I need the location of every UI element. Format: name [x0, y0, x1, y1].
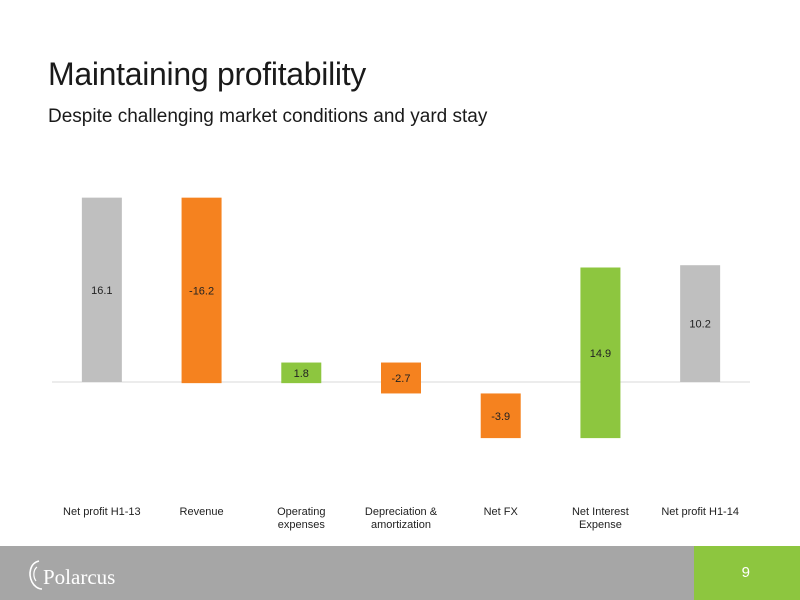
data-label-2: -16.2: [189, 285, 214, 297]
waterfall-chart: 16.1 Net profit H1-13 -16.2 Revenue 1.8 Opera…: [52, 197, 750, 531]
bar-4: [381, 362, 421, 394]
page-number-box: 9: [694, 546, 800, 600]
slide-subtitle: Despite challenging market conditions an…: [48, 106, 488, 127]
bar-2: [181, 197, 222, 384]
category-label-2: Revenue: [180, 506, 224, 518]
data-label-3: 1.8: [294, 368, 309, 380]
slide-title: Maintaining profitability: [48, 56, 367, 92]
category-label-3: Operating expenses: [277, 506, 325, 531]
page-number: 9: [741, 564, 750, 581]
bar-6: [580, 267, 621, 439]
logo-swirl-icon: [29, 560, 43, 590]
data-label-5: -3.9: [491, 411, 510, 423]
bar-3: [281, 362, 322, 384]
bar-5: [480, 393, 521, 439]
logo-text: Polarcus: [43, 565, 116, 589]
category-label-5: Net FX: [484, 506, 519, 518]
data-label-6: 14.9: [590, 348, 611, 360]
category-label-7: Net profit H1-14: [661, 506, 739, 518]
bar-1: [81, 197, 122, 382]
data-label-4: -2.7: [392, 373, 411, 385]
footer-bar: Polarcus 9: [0, 546, 800, 600]
bar-7: [680, 265, 721, 382]
category-label-6: Net Interest Expense: [572, 506, 629, 531]
category-label-4: Depreciation & amortization: [365, 506, 438, 531]
category-label-1: Net profit H1-13: [63, 506, 141, 518]
data-label-1: 16.1: [91, 285, 112, 297]
data-label-7: 10.2: [689, 319, 710, 331]
